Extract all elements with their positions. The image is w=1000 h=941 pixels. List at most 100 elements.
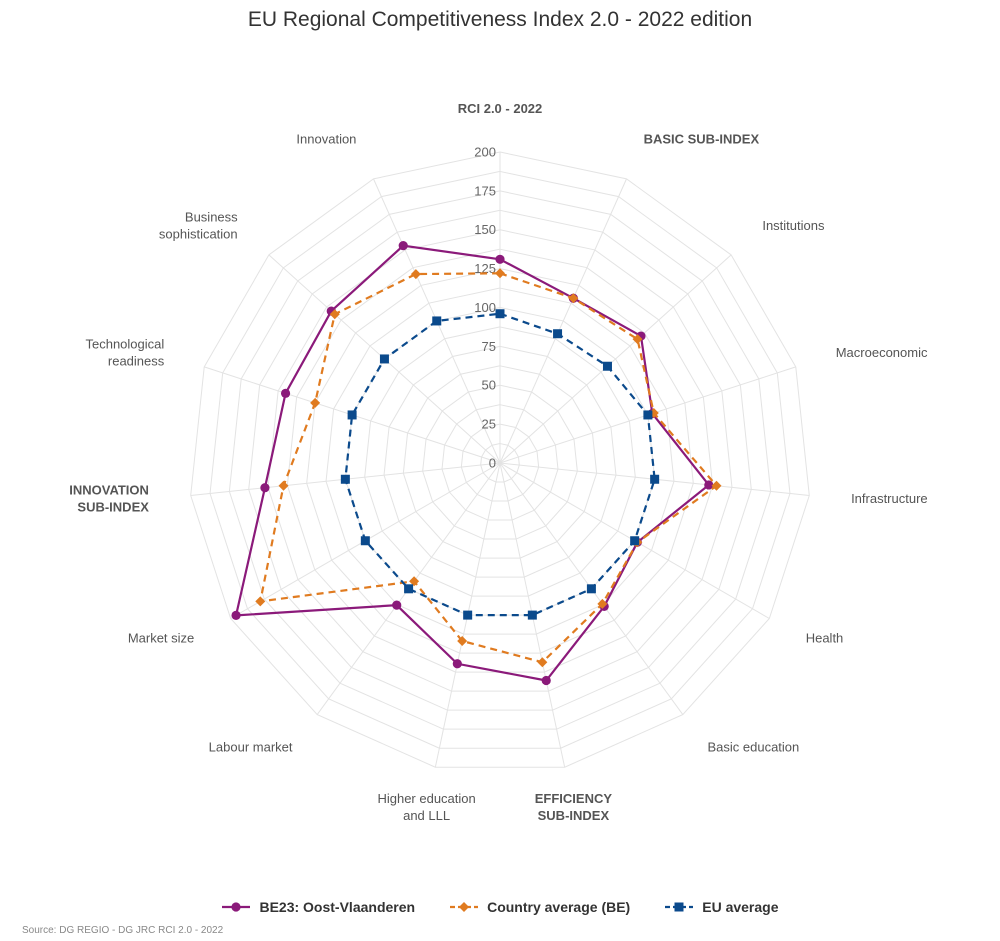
grid-ring	[383, 345, 617, 578]
data-point[interactable]	[704, 480, 714, 490]
data-point	[459, 902, 470, 912]
data-point[interactable]	[278, 480, 289, 491]
category-label: Technological readiness	[85, 337, 164, 369]
data-point[interactable]	[457, 635, 468, 646]
radar-grid	[190, 151, 810, 768]
series-line	[344, 312, 656, 617]
data-point[interactable]	[329, 309, 340, 320]
source-note: Source: DG REGIO - DG JRC RCI 2.0 - 2022	[22, 925, 224, 936]
data-point[interactable]	[527, 610, 537, 620]
grid-ring	[441, 404, 559, 521]
data-point[interactable]	[398, 241, 408, 251]
grid-ring	[228, 190, 772, 730]
square-marker-icon	[665, 902, 694, 912]
data-point[interactable]	[463, 610, 473, 620]
category-label: EFFICIENCY SUB-INDEX	[535, 791, 613, 823]
category-label: INNOVATION SUB-INDEX	[69, 483, 149, 515]
data-point[interactable]	[260, 483, 270, 493]
tick-label: 200	[474, 144, 496, 159]
grid-ring	[460, 423, 540, 502]
data-point[interactable]	[650, 474, 660, 484]
grid-ring	[190, 151, 810, 768]
legend-label: EU average	[702, 899, 779, 915]
series-layer	[231, 241, 722, 686]
data-point[interactable]	[643, 410, 653, 420]
radial-tick-labels: 0 25 50 75 100 125 150 175 200	[474, 144, 496, 470]
data-point[interactable]	[495, 309, 505, 319]
data-point[interactable]	[553, 329, 563, 339]
data-point[interactable]	[231, 610, 241, 620]
grid-ring	[248, 209, 752, 711]
category-label: Basic education	[707, 740, 799, 755]
data-point[interactable]	[340, 474, 350, 484]
data-point[interactable]	[452, 659, 462, 669]
data-point[interactable]	[410, 269, 421, 280]
grid-ring	[306, 268, 694, 654]
category-label: Macroeconomic	[836, 345, 928, 360]
grid-ring	[267, 229, 733, 692]
legend: BE23: Oost-Vlaanderen Country average (BE…	[0, 899, 1000, 915]
category-label: BASIC SUB-INDEX	[644, 132, 760, 147]
axis-spoke	[499, 254, 732, 464]
category-label: RCI 2.0 - 2022	[458, 101, 543, 116]
data-point[interactable]	[630, 536, 640, 546]
category-label: Business sophistication	[159, 210, 238, 242]
data-point[interactable]	[541, 675, 551, 686]
grid-ring	[364, 326, 636, 597]
data-point[interactable]	[711, 480, 722, 491]
data-point[interactable]	[597, 598, 608, 609]
category-label: Health	[806, 631, 844, 646]
data-point[interactable]	[360, 536, 370, 546]
grid-ring	[325, 287, 675, 635]
data-point	[231, 902, 242, 912]
grid-ring	[402, 365, 598, 559]
data-point[interactable]	[409, 576, 420, 587]
data-point[interactable]	[392, 600, 402, 610]
category-label: Higher education and LLL	[377, 791, 475, 823]
tick-label: 75	[482, 339, 496, 354]
grid-ring	[422, 384, 578, 540]
grid-ring	[480, 443, 520, 483]
data-point[interactable]	[586, 584, 596, 594]
tick-label: 175	[474, 183, 496, 198]
data-point[interactable]	[432, 316, 442, 326]
data-point[interactable]	[280, 388, 291, 398]
legend-item[interactable]: BE23: Oost-Vlaanderen	[221, 899, 415, 915]
tick-label: 0	[489, 455, 496, 470]
data-point[interactable]	[537, 657, 548, 668]
tick-label: 100	[474, 300, 496, 315]
data-point[interactable]	[495, 268, 505, 279]
category-label: Labour market	[209, 740, 293, 755]
data-point[interactable]	[602, 361, 612, 371]
data-point[interactable]	[632, 334, 643, 345]
legend-label: Country average (BE)	[487, 899, 631, 915]
chart-title: EU Regional Competitiveness Index 2.0 - …	[247, 8, 753, 31]
series-line	[258, 272, 719, 664]
diamond-marker-icon	[450, 902, 479, 912]
data-point[interactable]	[404, 584, 414, 594]
data-point[interactable]	[347, 410, 357, 420]
legend-item[interactable]: Country average (BE)	[449, 899, 630, 915]
legend-label: BE23: Oost-Vlaanderen	[259, 899, 416, 915]
axis-spoke	[499, 178, 627, 464]
category-label: Market size	[128, 631, 194, 646]
tick-label: 125	[474, 261, 496, 276]
series-2	[340, 309, 660, 620]
grid-ring	[209, 170, 791, 749]
category-label: Infrastructure	[851, 491, 928, 506]
tick-label: 50	[482, 378, 496, 393]
data-point	[674, 902, 684, 912]
data-point[interactable]	[495, 254, 505, 264]
legend-item[interactable]: EU average	[664, 899, 779, 915]
data-point[interactable]	[379, 354, 389, 364]
data-point[interactable]	[255, 596, 266, 607]
circle-marker-icon	[222, 902, 251, 912]
category-label: Institutions	[762, 218, 825, 233]
tick-label: 25	[482, 417, 496, 432]
series-line	[234, 244, 711, 682]
tick-label: 150	[474, 222, 496, 237]
data-point[interactable]	[568, 293, 579, 304]
category-labels: RCI 2.0 - 2022 BASIC SUB-INDEX Institution…	[69, 101, 928, 823]
data-point[interactable]	[310, 397, 321, 408]
